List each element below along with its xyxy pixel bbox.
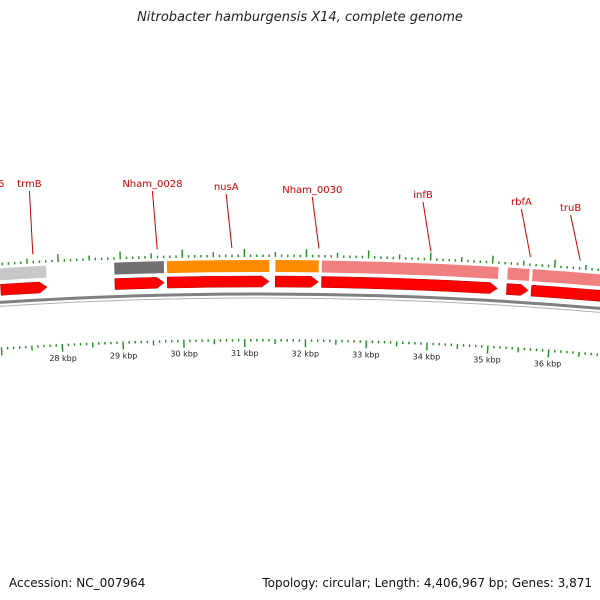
leader-line xyxy=(520,208,531,258)
topology-text: Topology: circular; Length: 4,406,967 bp… xyxy=(262,576,592,590)
gene-label-trub: truB xyxy=(560,203,581,214)
strand-arrow xyxy=(0,281,48,296)
leader-line xyxy=(28,190,34,255)
strand-arrow xyxy=(114,277,165,290)
leader-line xyxy=(151,190,158,250)
strand-arrow xyxy=(530,284,600,302)
feature-band xyxy=(166,260,270,274)
feature-band xyxy=(321,260,499,279)
tick-label-36kbp: 36 kbp xyxy=(534,359,562,368)
gene-label-nham_0028: Nham_0028 xyxy=(122,179,182,190)
inner-tick xyxy=(547,349,550,358)
strand-arrow xyxy=(321,276,498,294)
leader-line xyxy=(422,201,432,252)
leader-line xyxy=(225,193,233,249)
gene-label-nham_0026: Nham_0026 xyxy=(0,179,4,190)
tick-label-28kbp: 28 kbp xyxy=(49,354,77,363)
feature-band xyxy=(114,261,165,275)
strand-arrow-track xyxy=(0,275,600,302)
strand-arrow xyxy=(166,275,270,289)
gene-label-group: Nham_0026 trmB Nham_0028 nusA Nham_0030 infB r… xyxy=(0,179,581,261)
tick-label-31kbp: 31 kbp xyxy=(231,349,259,358)
gene-label-nusa: nusA xyxy=(214,182,239,193)
genome-title: Nitrobacter hamburgensis X14, complete g… xyxy=(137,10,463,25)
gene-label-infb: infB xyxy=(413,190,433,201)
feature-band xyxy=(531,269,600,287)
backbone-line xyxy=(0,292,600,310)
gene-label-rbfa: rbfA xyxy=(511,197,532,208)
feature-track xyxy=(0,260,600,287)
tick-label-34kbp: 34 kbp xyxy=(413,352,441,361)
leader-line xyxy=(570,214,581,261)
outer-tick xyxy=(553,259,556,268)
accession-text: Accession: NC_007964 xyxy=(9,576,146,590)
feature-band xyxy=(507,267,530,281)
feature-band xyxy=(0,265,47,281)
gene-label-nham_0030: Nham_0030 xyxy=(282,185,342,196)
tick-marks xyxy=(0,249,600,358)
inner-tick xyxy=(0,347,3,356)
tick-label-30kbp: 30 kbp xyxy=(170,350,198,359)
feature-band xyxy=(275,260,319,273)
leader-line xyxy=(311,196,320,249)
tick-label-group: 28 kbp 29 kbp 30 kbp 31 kbp 32 kbp 33 kbp 34 k… xyxy=(49,349,561,368)
tick-label-29kbp: 29 kbp xyxy=(110,351,138,360)
gene-label-trmb: trmB xyxy=(17,179,42,190)
strand-arrow xyxy=(506,283,529,296)
strand-arrow xyxy=(275,275,319,288)
tick-label-32kbp: 32 kbp xyxy=(292,349,320,358)
tick-label-35kbp: 35 kbp xyxy=(473,355,501,364)
backbone-inner-line xyxy=(0,297,600,313)
tick-label-33kbp: 33 kbp xyxy=(352,350,380,359)
genome-backbone xyxy=(0,292,600,313)
